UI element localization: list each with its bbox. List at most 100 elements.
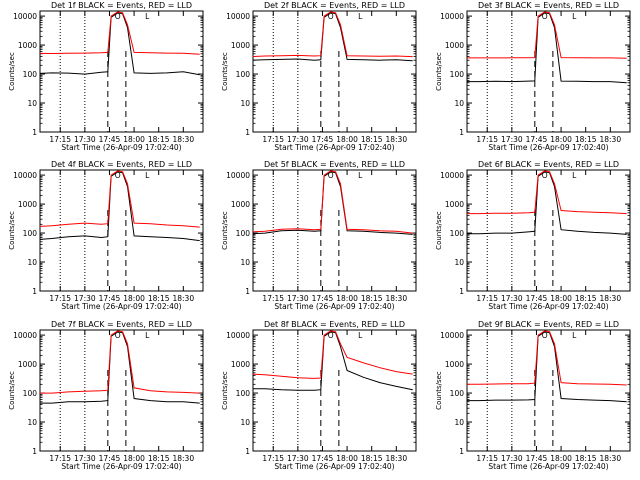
y-tick-label: 10000 — [13, 171, 37, 180]
marker-glyph-o: O — [115, 331, 121, 340]
x-tick-label: 17:30 — [287, 454, 309, 463]
lld-series-line — [40, 330, 200, 394]
x-axis-label: Start Time (26-Apr-09 17:02:40) — [61, 302, 181, 311]
x-tick-label: 17:30 — [74, 454, 96, 463]
x-tick-label: 18:00 — [336, 135, 358, 144]
x-tick-label: 17:15 — [262, 294, 284, 303]
y-axis-label: Counts/sec — [221, 211, 229, 250]
x-axis-label: Start Time (26-Apr-09 17:02:40) — [488, 462, 608, 471]
marker-glyph-l: L — [145, 12, 150, 21]
x-tick-label: 17:45 — [99, 294, 121, 303]
x-tick-label: 18:30 — [172, 454, 194, 463]
plot-frame — [39, 329, 204, 452]
x-tick-label: 18:00 — [336, 454, 358, 463]
y-tick-label: 1000 — [231, 360, 250, 369]
marker-glyph-o: O — [328, 171, 334, 180]
marker-glyph-o: O — [542, 171, 548, 180]
plot-frame — [466, 169, 631, 292]
lld-series-line — [253, 330, 413, 379]
plot-frame — [252, 10, 417, 133]
events-series-line — [40, 12, 200, 76]
y-tick-label: 1 — [32, 128, 37, 137]
y-tick-label: 100 — [23, 229, 38, 238]
panel-title: Det 8f BLACK = Events, RED = LLD — [264, 320, 405, 329]
marker-glyph-o: O — [328, 12, 334, 21]
y-tick-label: 1 — [245, 447, 250, 456]
y-tick-label: 1 — [32, 287, 37, 296]
plot-frame — [39, 10, 204, 133]
x-tick-label: 17:15 — [49, 454, 71, 463]
x-tick-label: 18:30 — [385, 454, 407, 463]
y-tick-label: 100 — [450, 70, 465, 79]
detector-panel: Det 6f BLACK = Events, RED = LLD 1 10 100 10… — [435, 160, 631, 311]
y-tick-label: 10000 — [226, 171, 250, 180]
lld-series-line — [467, 170, 627, 215]
events-series-line — [253, 12, 413, 62]
x-tick-label: 17:30 — [287, 135, 309, 144]
events-series-line — [40, 331, 200, 404]
marker-glyph-l: L — [145, 171, 150, 180]
x-tick-label: 17:30 — [74, 294, 96, 303]
x-tick-label: 18:30 — [385, 294, 407, 303]
y-axis-label: Counts/sec — [435, 211, 443, 250]
marker-glyph-o: O — [542, 331, 548, 340]
y-tick-label: 1000 — [445, 41, 464, 50]
detector-panel: Det 9f BLACK = Events, RED = LLD 1 10 100 10… — [435, 320, 631, 471]
y-tick-label: 1000 — [445, 200, 464, 209]
x-tick-label: 17:45 — [526, 135, 548, 144]
y-tick-label: 10 — [27, 258, 37, 267]
x-tick-label: 17:15 — [262, 454, 284, 463]
y-tick-label: 1 — [32, 447, 37, 456]
y-axis-label: Counts/sec — [8, 371, 16, 410]
x-tick-label: 17:30 — [501, 454, 523, 463]
x-tick-label: 18:15 — [148, 135, 170, 144]
x-tick-label: 17:15 — [476, 294, 498, 303]
y-axis-label: Counts/sec — [435, 371, 443, 410]
panel-title: Det 2f BLACK = Events, RED = LLD — [264, 1, 405, 10]
lld-series-line — [467, 11, 627, 59]
marker-glyph-l: L — [145, 331, 150, 340]
y-tick-label: 1 — [245, 287, 250, 296]
marker-glyph-l: L — [358, 331, 363, 340]
x-tick-label: 18:00 — [550, 454, 572, 463]
marker-glyph-l: L — [572, 331, 577, 340]
y-tick-label: 10 — [454, 99, 464, 108]
x-tick-label: 17:15 — [49, 135, 71, 144]
y-axis-label: Counts/sec — [435, 52, 443, 91]
plot-frame — [252, 169, 417, 292]
x-tick-label: 18:15 — [148, 294, 170, 303]
x-tick-label: 18:30 — [172, 294, 194, 303]
x-axis-label: Start Time (26-Apr-09 17:02:40) — [274, 143, 394, 152]
x-tick-label: 17:45 — [312, 294, 334, 303]
lld-series-line — [40, 170, 200, 228]
x-tick-label: 18:15 — [148, 454, 170, 463]
y-tick-label: 1000 — [231, 41, 250, 50]
plot-frame — [466, 10, 631, 133]
x-tick-label: 18:30 — [599, 294, 621, 303]
panel-title: Det 3f BLACK = Events, RED = LLD — [478, 1, 619, 10]
x-axis-label: Start Time (26-Apr-09 17:02:40) — [488, 143, 608, 152]
events-series-line — [467, 331, 627, 403]
lld-series-line — [253, 170, 413, 234]
detector-panel: Det 2f BLACK = Events, RED = LLD 1 10 100 10… — [221, 1, 417, 152]
plot-frame — [252, 329, 417, 452]
x-tick-label: 18:00 — [123, 294, 145, 303]
x-axis-label: Start Time (26-Apr-09 17:02:40) — [61, 462, 181, 471]
y-tick-label: 1 — [459, 128, 464, 137]
x-tick-label: 17:30 — [74, 135, 96, 144]
x-tick-label: 17:45 — [526, 294, 548, 303]
x-axis-label: Start Time (26-Apr-09 17:02:40) — [274, 302, 394, 311]
marker-glyph-l: L — [572, 12, 577, 21]
panel-title: Det 4f BLACK = Events, RED = LLD — [51, 160, 192, 169]
y-tick-label: 10000 — [226, 331, 250, 340]
x-tick-label: 17:30 — [501, 294, 523, 303]
x-tick-label: 18:00 — [123, 135, 145, 144]
y-tick-label: 100 — [450, 229, 465, 238]
marker-glyph-l: L — [358, 12, 363, 21]
x-tick-label: 18:00 — [123, 454, 145, 463]
y-tick-label: 10 — [240, 418, 250, 427]
x-tick-label: 18:30 — [385, 135, 407, 144]
events-series-line — [253, 171, 413, 235]
y-tick-label: 1000 — [445, 360, 464, 369]
panel-title: Det 5f BLACK = Events, RED = LLD — [264, 160, 405, 169]
